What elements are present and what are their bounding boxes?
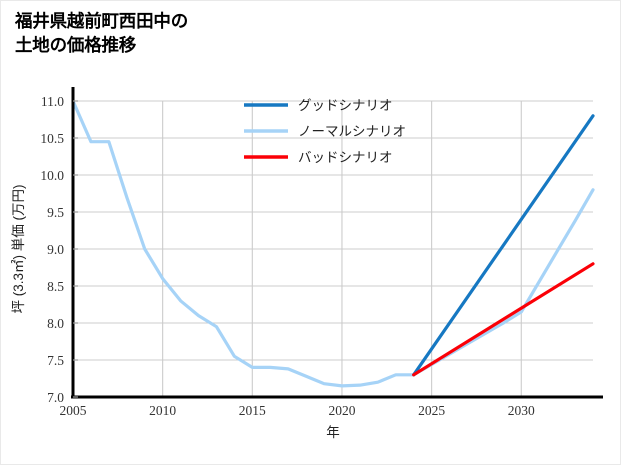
axis-tick-labels: 7.0 7.5 8.0 8.5 9.0 9.5 10.0 10.5 11.0 2005 2010 20… bbox=[40, 94, 535, 418]
x-tick-label: 2025 bbox=[418, 403, 445, 418]
y-tick-label: 11.0 bbox=[41, 94, 64, 109]
x-tick-label: 2005 bbox=[60, 403, 87, 418]
y-tick-label: 9.5 bbox=[47, 205, 64, 220]
y-tick-label: 8.5 bbox=[47, 279, 64, 294]
y-tick-label: 8.0 bbox=[47, 316, 64, 331]
x-tick-label: 2010 bbox=[149, 403, 176, 418]
gridlines bbox=[72, 100, 593, 398]
legend-label: グッドシナリオ bbox=[298, 98, 393, 113]
page-title: 福井県越前町西田中の 土地の価格推移 bbox=[15, 11, 188, 56]
axis-names: 年 坪 (3.3㎡) 単価 (万円) bbox=[11, 184, 340, 440]
x-axis-label: 年 bbox=[326, 425, 340, 440]
y-tick-label: 7.5 bbox=[47, 353, 64, 368]
y-axis-label: 坪 (3.3㎡) 単価 (万円) bbox=[11, 184, 26, 313]
series-layer bbox=[71, 99, 595, 388]
x-tick-label: 2030 bbox=[508, 403, 535, 418]
x-tick-label: 2015 bbox=[239, 403, 266, 418]
y-tick-label: 7.0 bbox=[47, 390, 64, 405]
x-tick-label: 2020 bbox=[328, 403, 355, 418]
y-tick-label: 10.5 bbox=[40, 131, 64, 146]
series-line bbox=[412, 262, 595, 377]
series-line bbox=[412, 114, 595, 377]
series-line bbox=[71, 99, 595, 388]
axes-layer bbox=[71, 87, 603, 399]
y-tick-label: 10.0 bbox=[40, 168, 64, 183]
legend-label: ノーマルシナリオ bbox=[298, 124, 406, 139]
legend-label: バッドシナリオ bbox=[298, 150, 393, 165]
y-tick-label: 9.0 bbox=[47, 242, 64, 257]
